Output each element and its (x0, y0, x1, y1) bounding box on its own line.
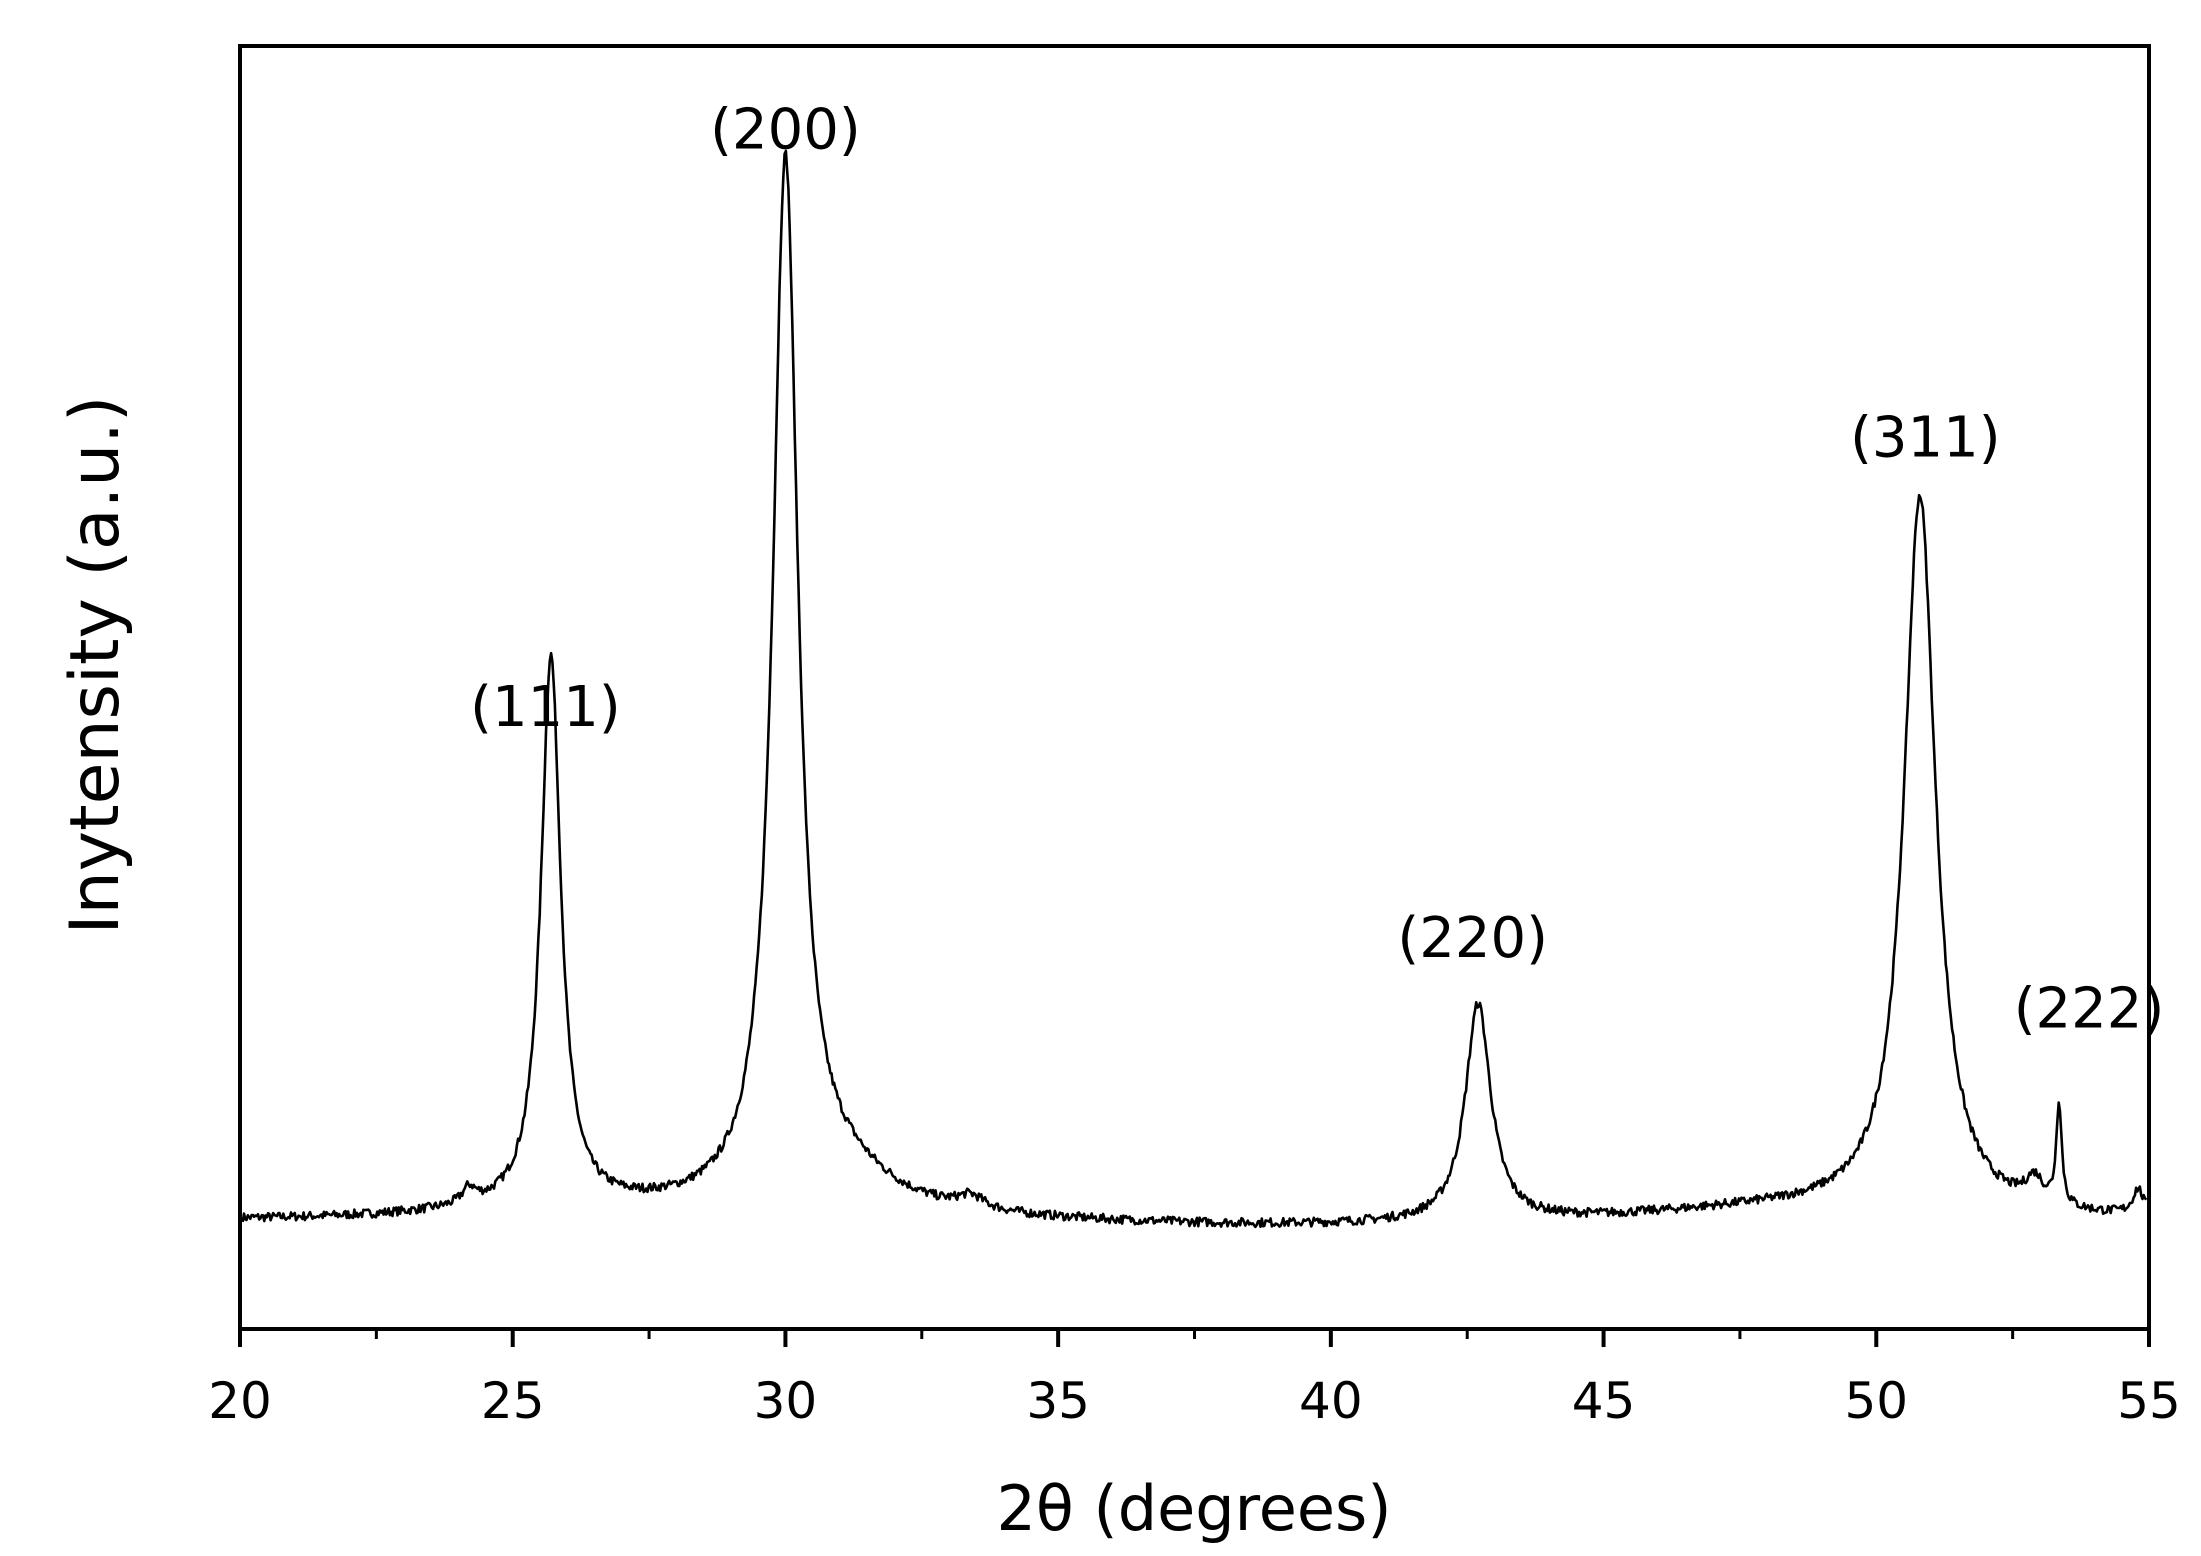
x-tick-label: 45 (1572, 1372, 1636, 1430)
x-axis-title: 2θ (degrees) (996, 1472, 1391, 1545)
x-tick-label: 30 (754, 1372, 818, 1430)
x-axis-tick-labels: 20 25 30 35 40 45 50 55 (208, 1372, 2181, 1430)
peak-label: (220) (1397, 906, 1548, 971)
x-tick-label: 55 (2117, 1372, 2181, 1430)
x-tick-label: 35 (1026, 1372, 1090, 1430)
peak-label: (200) (710, 98, 861, 163)
peak-label: (311) (1850, 406, 2001, 471)
x-tick-label: 40 (1299, 1372, 1363, 1430)
peak-label: (222) (2014, 976, 2165, 1041)
peak-label: (111) (470, 675, 621, 740)
x-tick-label: 25 (481, 1372, 545, 1430)
peak-annotations: (111) (200) (220) (311) (222) (470, 98, 2164, 1042)
x-tick-label: 20 (208, 1372, 272, 1430)
y-axis-title: Inytensity (a.u.) (56, 396, 135, 935)
xrd-pattern-line (241, 149, 2148, 1229)
x-axis-ticks (238, 1329, 2151, 1347)
x-tick-label: 50 (1844, 1372, 1908, 1430)
